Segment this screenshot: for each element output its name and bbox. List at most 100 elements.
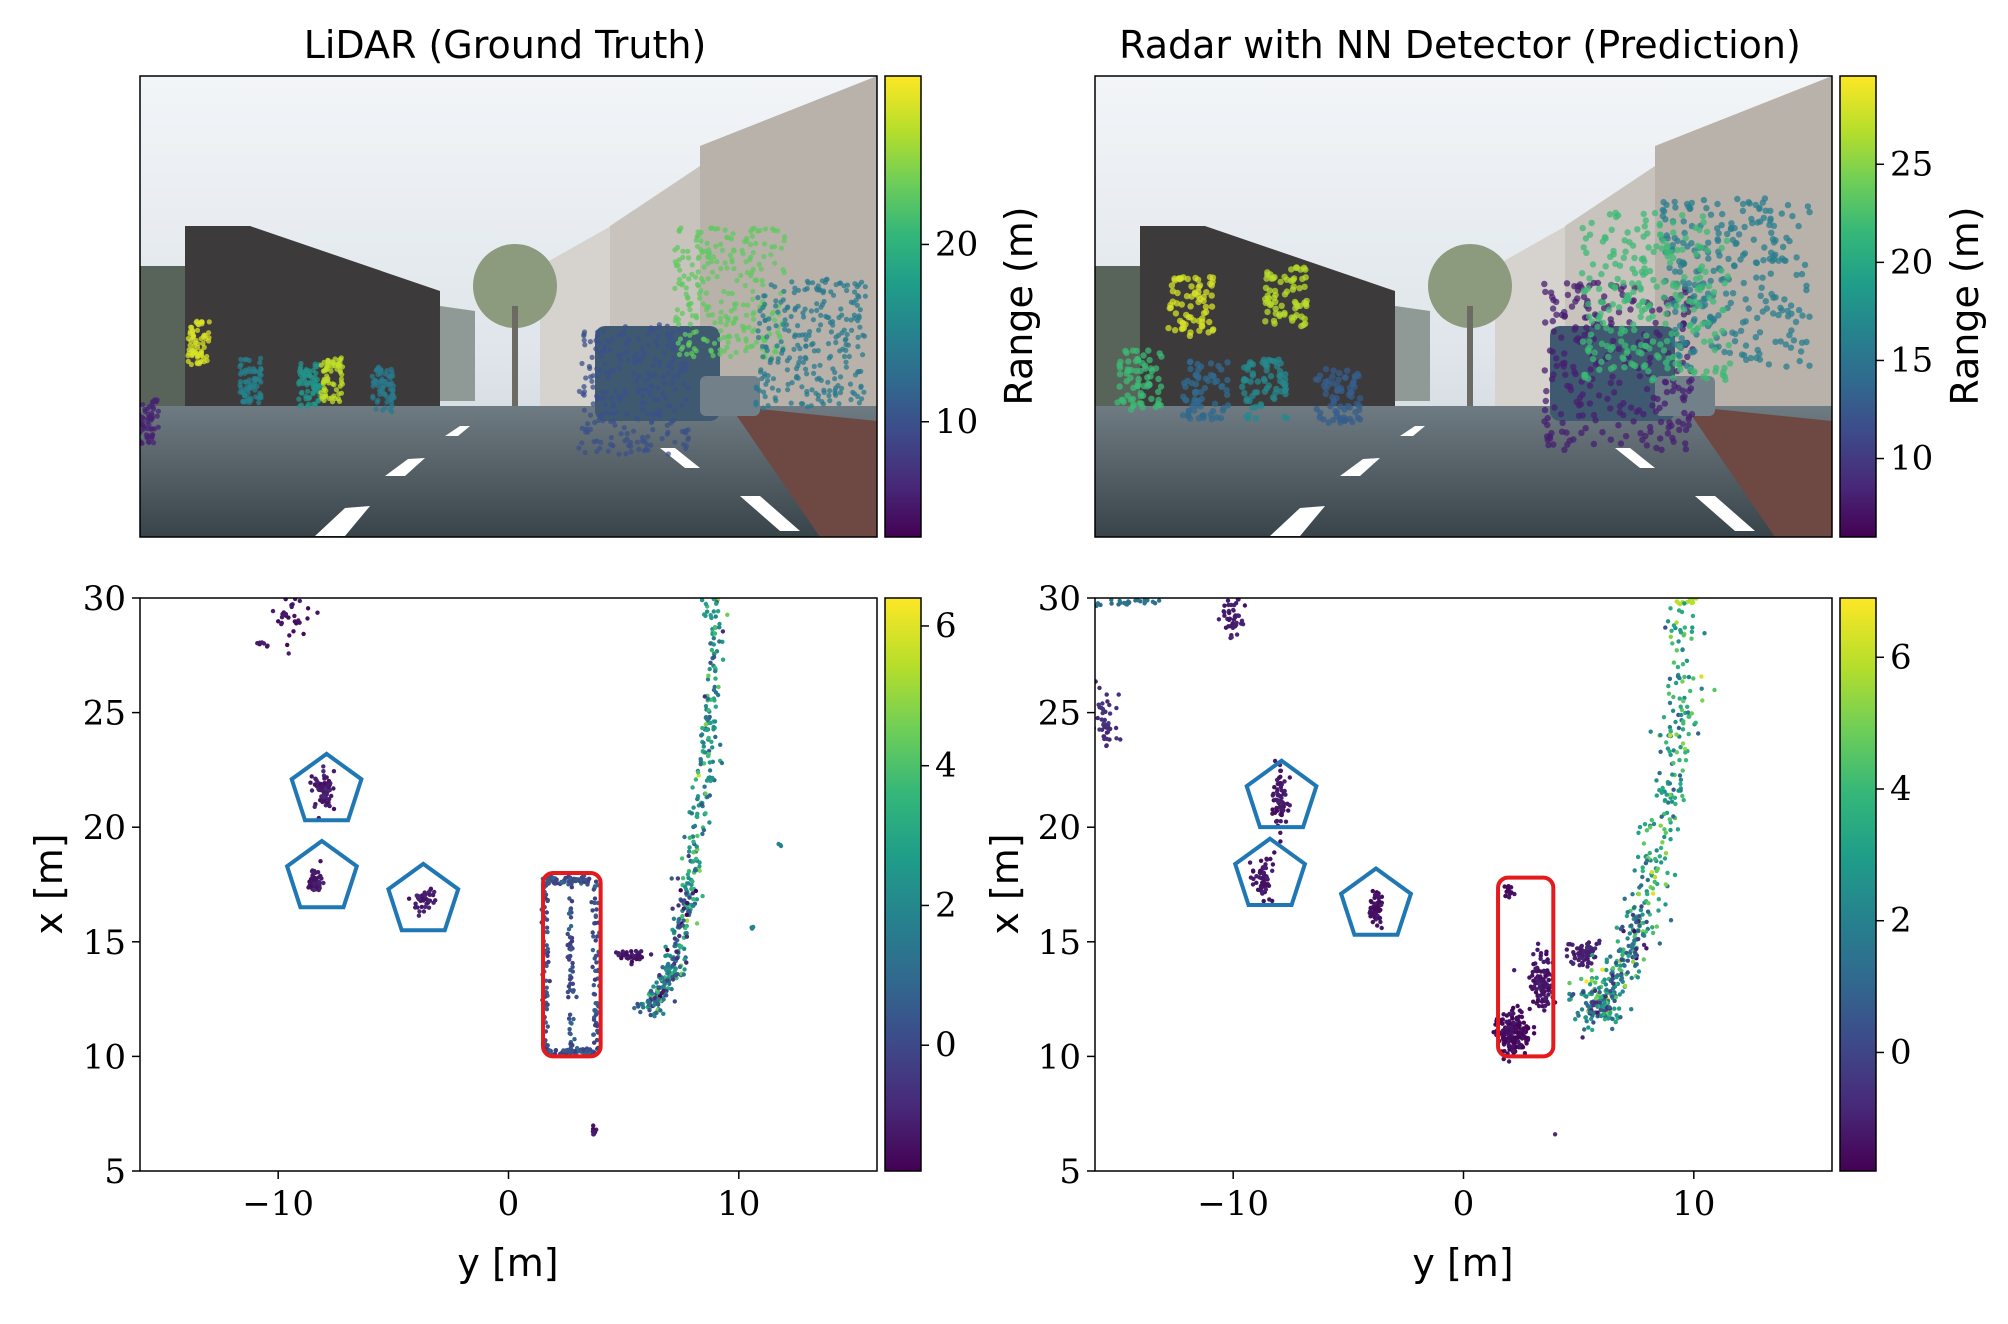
bev-point xyxy=(1085,739,1089,743)
bev-point xyxy=(1104,730,1110,735)
projected-point xyxy=(665,451,671,457)
projected-point xyxy=(587,412,594,418)
projected-point xyxy=(1688,410,1696,418)
projected-point xyxy=(1559,419,1566,427)
projected-point xyxy=(1618,286,1625,293)
bev-point xyxy=(420,896,425,902)
projected-point xyxy=(1668,249,1675,256)
bev-point xyxy=(1156,598,1162,603)
projected-point xyxy=(1278,302,1285,309)
projected-point xyxy=(1583,324,1590,331)
bev-point xyxy=(702,750,708,755)
bev-point xyxy=(715,609,721,614)
projected-point xyxy=(641,448,647,454)
bev-point xyxy=(1504,1025,1509,1031)
projected-point xyxy=(201,344,207,350)
projected-point xyxy=(1336,369,1343,377)
projected-point xyxy=(791,290,797,296)
bev-point xyxy=(1518,1027,1524,1032)
projected-point xyxy=(1653,283,1661,290)
bev-point xyxy=(1584,979,1589,984)
bev-point xyxy=(1566,942,1571,947)
projected-point xyxy=(145,439,151,445)
projected-point xyxy=(830,322,836,328)
projected-point xyxy=(706,254,712,260)
projected-point xyxy=(1605,306,1613,313)
projected-point xyxy=(746,324,752,330)
bev-point xyxy=(1570,961,1576,966)
bev-point xyxy=(313,875,318,881)
projected-point xyxy=(188,324,194,330)
bev-point xyxy=(1510,1044,1515,1049)
projected-point xyxy=(1769,235,1777,243)
projected-point xyxy=(685,385,691,391)
projected-point xyxy=(697,295,703,301)
projected-point xyxy=(733,349,739,356)
colorbar-tick-label: 10 xyxy=(935,402,978,442)
bev-point xyxy=(1287,803,1293,808)
bev-point xyxy=(566,995,571,1000)
projected-point xyxy=(861,333,868,339)
bev-point xyxy=(1614,925,1620,930)
projected-point xyxy=(1668,336,1676,343)
bev-point xyxy=(1583,1000,1589,1006)
projected-point xyxy=(580,391,586,397)
bev-point xyxy=(1690,613,1696,619)
projected-point xyxy=(743,259,749,265)
projected-point xyxy=(1272,305,1279,312)
projected-point xyxy=(826,392,832,399)
projected-point xyxy=(581,407,588,413)
projected-point xyxy=(1700,219,1707,226)
projected-point xyxy=(1185,412,1192,419)
projected-point xyxy=(1607,436,1615,443)
projected-point xyxy=(257,390,263,396)
projected-point xyxy=(1765,361,1773,368)
projected-point xyxy=(331,382,337,388)
projected-point xyxy=(612,422,618,428)
projected-point xyxy=(802,287,808,293)
bev-point xyxy=(1283,792,1288,797)
bev-point xyxy=(687,845,692,850)
projected-point xyxy=(669,380,676,386)
projected-point xyxy=(801,314,807,320)
bev-point xyxy=(1372,901,1378,906)
projected-point xyxy=(718,265,724,272)
projected-point xyxy=(1682,440,1689,447)
bev-point xyxy=(1673,680,1679,686)
bev-point xyxy=(1625,958,1631,963)
projected-point xyxy=(691,346,697,352)
projected-point xyxy=(635,386,642,392)
projected-point xyxy=(672,386,678,392)
projected-point xyxy=(710,353,716,359)
projected-point xyxy=(1607,253,1614,260)
projected-point xyxy=(1583,249,1590,256)
projected-point xyxy=(1136,400,1144,407)
bev-point xyxy=(1615,973,1620,978)
bev-point xyxy=(717,625,722,630)
bev-point xyxy=(1667,781,1673,786)
projected-point xyxy=(636,446,642,452)
bev-point xyxy=(1675,827,1681,832)
projected-point xyxy=(1768,290,1775,298)
bev-point xyxy=(712,719,718,724)
radar-bev-xlabel: y [m] xyxy=(1412,1241,1513,1285)
bev-point xyxy=(619,955,624,961)
projected-point xyxy=(1630,321,1637,328)
bev-point xyxy=(1657,941,1663,946)
projected-point xyxy=(1171,327,1179,334)
projected-point xyxy=(624,431,630,437)
projected-point xyxy=(1683,200,1691,208)
bev-point xyxy=(1375,923,1380,928)
projected-point xyxy=(1289,317,1296,324)
bev-point xyxy=(1621,962,1627,968)
bev-point xyxy=(1684,658,1690,663)
projected-point xyxy=(669,365,676,371)
projected-point xyxy=(1770,310,1777,317)
projected-point xyxy=(1329,373,1336,380)
projected-point xyxy=(837,348,843,354)
projected-point xyxy=(1586,275,1593,282)
projected-point xyxy=(604,389,610,395)
projected-point xyxy=(1752,334,1760,341)
projected-point xyxy=(1786,332,1793,339)
bev-point xyxy=(706,707,711,713)
